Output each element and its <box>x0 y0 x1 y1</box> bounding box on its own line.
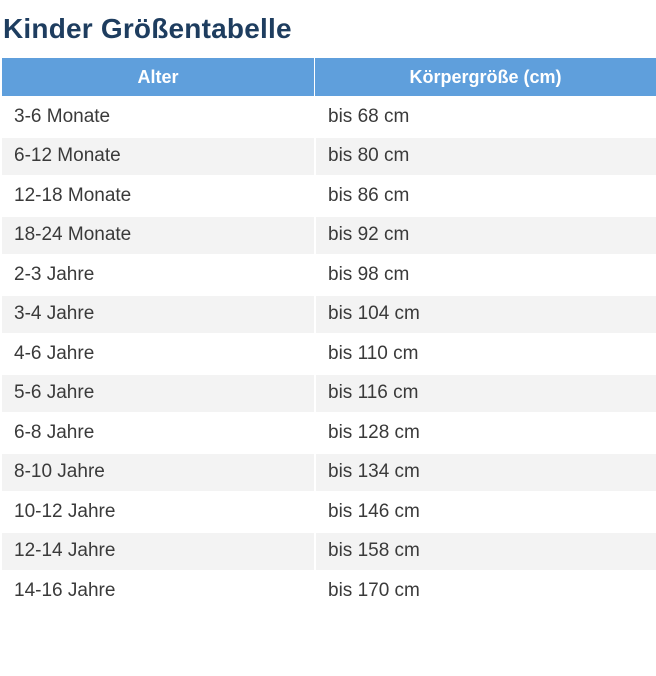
cell-height: bis 92 cm <box>314 214 656 254</box>
table-body: 3-6 Monate bis 68 cm 6-12 Monate bis 80 cm 1… <box>2 96 656 610</box>
table-row: 18-24 Monate bis 92 cm <box>2 214 656 254</box>
table-row: 8-10 Jahre bis 134 cm <box>2 451 656 491</box>
header-height: Körpergröße (cm) <box>314 58 656 96</box>
cell-age: 6-12 Monate <box>2 135 314 175</box>
cell-height: bis 146 cm <box>314 491 656 531</box>
table-row: 4-6 Jahre bis 110 cm <box>2 333 656 373</box>
cell-height: bis 98 cm <box>314 254 656 294</box>
cell-age: 5-6 Jahre <box>2 372 314 412</box>
header-row: Alter Körpergröße (cm) <box>2 58 656 96</box>
cell-height: bis 170 cm <box>314 570 656 610</box>
table-row: 6-12 Monate bis 80 cm <box>2 135 656 175</box>
cell-age: 4-6 Jahre <box>2 333 314 373</box>
table-row: 3-6 Monate bis 68 cm <box>2 96 656 136</box>
cell-height: bis 80 cm <box>314 135 656 175</box>
cell-age: 2-3 Jahre <box>2 254 314 294</box>
cell-height: bis 158 cm <box>314 530 656 570</box>
cell-age: 3-4 Jahre <box>2 293 314 333</box>
table-row: 10-12 Jahre bis 146 cm <box>2 491 656 531</box>
table-header: Alter Körpergröße (cm) <box>2 58 656 96</box>
header-age: Alter <box>2 58 314 96</box>
table-row: 14-16 Jahre bis 170 cm <box>2 570 656 610</box>
table-row: 3-4 Jahre bis 104 cm <box>2 293 656 333</box>
cell-age: 12-18 Monate <box>2 175 314 215</box>
cell-age: 10-12 Jahre <box>2 491 314 531</box>
table-row: 12-14 Jahre bis 158 cm <box>2 530 656 570</box>
cell-height: bis 86 cm <box>314 175 656 215</box>
cell-age: 12-14 Jahre <box>2 530 314 570</box>
cell-age: 14-16 Jahre <box>2 570 314 610</box>
cell-height: bis 128 cm <box>314 412 656 452</box>
cell-age: 18-24 Monate <box>2 214 314 254</box>
cell-height: bis 104 cm <box>314 293 656 333</box>
table-row: 6-8 Jahre bis 128 cm <box>2 412 656 452</box>
cell-age: 6-8 Jahre <box>2 412 314 452</box>
cell-age: 8-10 Jahre <box>2 451 314 491</box>
table-row: 2-3 Jahre bis 98 cm <box>2 254 656 294</box>
cell-height: bis 68 cm <box>314 96 656 136</box>
cell-age: 3-6 Monate <box>2 96 314 136</box>
cell-height: bis 134 cm <box>314 451 656 491</box>
size-table: Alter Körpergröße (cm) 3-6 Monate bis 68 … <box>2 58 656 610</box>
cell-height: bis 116 cm <box>314 372 656 412</box>
table-row: 5-6 Jahre bis 116 cm <box>2 372 656 412</box>
page-title: Kinder Größentabelle <box>3 13 292 44</box>
table-row: 12-18 Monate bis 86 cm <box>2 175 656 215</box>
cell-height: bis 110 cm <box>314 333 656 373</box>
